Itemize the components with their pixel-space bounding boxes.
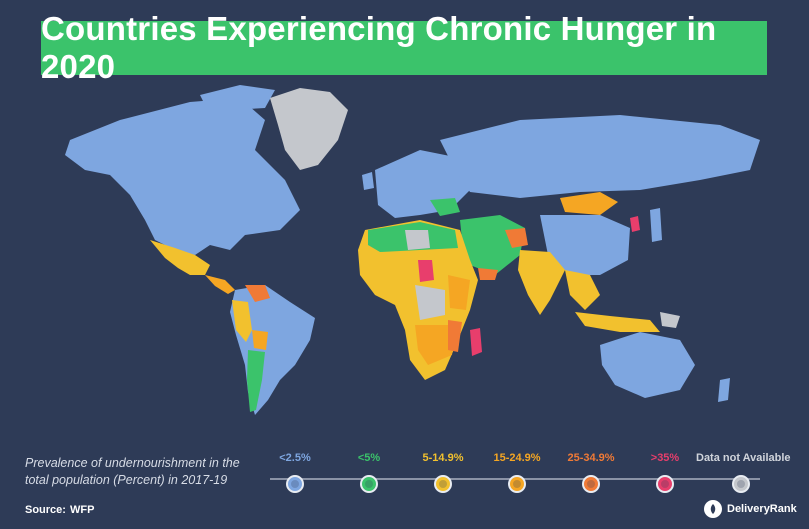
- legend-label: <5%: [357, 452, 381, 464]
- brand-logo-block: DeliveryRank: [704, 500, 797, 518]
- legend-label: Data not Available: [696, 452, 791, 464]
- legend-item: >35%: [620, 452, 710, 493]
- brand-name: DeliveryRank: [727, 503, 797, 515]
- legend-label: >35%: [650, 452, 680, 464]
- region-north-korea: [630, 216, 640, 232]
- region-andes: [232, 300, 252, 342]
- region-southern-africa: [415, 325, 455, 365]
- legend-label: 25-34.9%: [567, 452, 615, 464]
- region-central-africa: [415, 285, 445, 320]
- region-canada-islands: [200, 85, 275, 110]
- region-north-america: [65, 98, 300, 255]
- region-east-africa: [448, 275, 470, 310]
- legend-dot: [582, 475, 600, 493]
- legend-dot: [360, 475, 378, 493]
- region-indonesia: [575, 312, 660, 332]
- source-label: Source:: [25, 504, 66, 516]
- region-balkans: [430, 198, 460, 216]
- legend-label: 15-24.9%: [493, 452, 541, 464]
- page-title: Countries Experiencing Chronic Hunger in…: [41, 10, 717, 85]
- region-central-america: [205, 275, 235, 294]
- legend-item: 15-24.9%: [472, 452, 562, 493]
- region-afghanistan: [505, 228, 528, 248]
- region-japan: [650, 208, 662, 242]
- region-russia: [440, 115, 760, 198]
- legend-label: 5-14.9%: [422, 452, 464, 464]
- region-india: [518, 250, 565, 315]
- source-note: Source: WFP: [25, 504, 94, 516]
- legend-item: <5%: [324, 452, 414, 493]
- region-southeast-asia: [565, 270, 600, 310]
- region-mozambique: [448, 320, 462, 352]
- region-bolivia: [252, 330, 268, 350]
- legend-dot: [434, 475, 452, 493]
- legend-dot: [732, 475, 750, 493]
- legend-dot: [508, 475, 526, 493]
- legend-item: 5-14.9%: [398, 452, 488, 493]
- title-banner: Countries Experiencing Chronic Hunger in…: [41, 10, 767, 85]
- legend-item: Data not Available: [696, 452, 791, 493]
- region-madagascar: [470, 328, 482, 356]
- region-new-zealand: [718, 378, 730, 402]
- source-value: WFP: [69, 504, 95, 516]
- legend-item: <2.5%: [250, 452, 340, 493]
- region-venezuela: [245, 285, 270, 302]
- world-map: [65, 85, 760, 415]
- region-australia: [600, 332, 695, 398]
- region-china: [540, 215, 630, 275]
- region-png: [660, 312, 680, 328]
- brand-icon: [704, 500, 722, 518]
- region-mexico: [150, 240, 210, 275]
- region-yemen: [478, 268, 498, 280]
- region-argentina-chile: [247, 350, 265, 412]
- legend-dot: [286, 475, 304, 493]
- legend-label: <2.5%: [279, 452, 311, 464]
- region-uk: [362, 172, 374, 190]
- legend-dot: [656, 475, 674, 493]
- region-libya: [405, 230, 430, 250]
- region-mongolia: [560, 192, 618, 215]
- legend-caption: Prevalence of undernourishment in the to…: [25, 456, 240, 487]
- region-chad-car: [418, 260, 434, 282]
- region-greenland: [270, 88, 348, 170]
- legend-item: 25-34.9%: [546, 452, 636, 493]
